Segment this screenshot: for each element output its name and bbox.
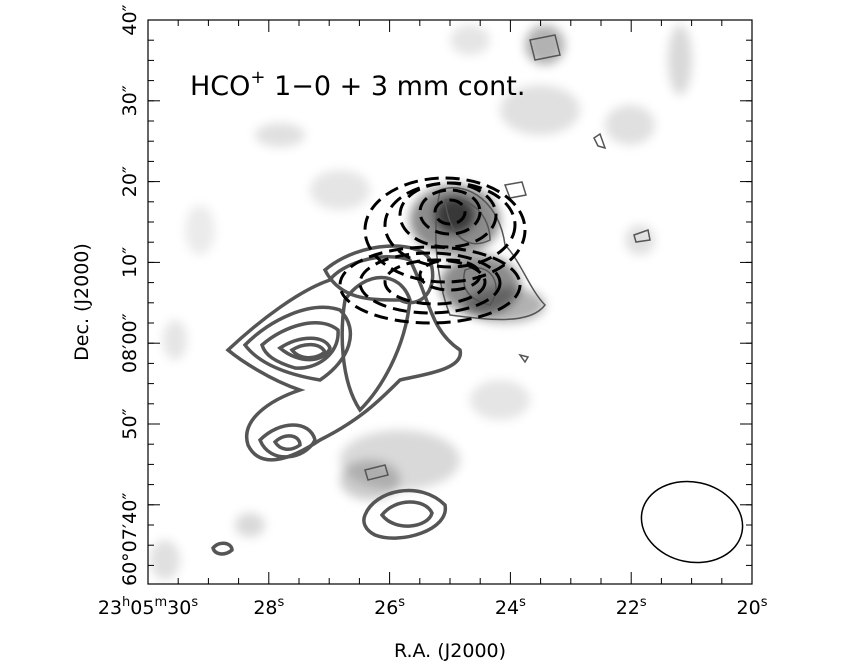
x-tick-label-part: 24 xyxy=(495,597,519,619)
x-tick-label: 23h05m30s xyxy=(98,595,198,619)
y-axis-label: Dec. (J2000) xyxy=(71,243,93,361)
y-tick-label: 40″ xyxy=(119,4,141,35)
beam xyxy=(640,480,744,564)
x-tick-label: 24s xyxy=(495,595,526,619)
x-tick-label-part: s xyxy=(640,595,647,610)
x-tick-label-part: 05 xyxy=(130,597,154,619)
x-tick-label-part: s xyxy=(519,595,526,610)
x-tick-label: 20s xyxy=(737,595,768,619)
y-tick-label: 60°07′40″ xyxy=(119,493,141,586)
y-tick-label: 20″ xyxy=(119,166,141,197)
x-tick-label: 22s xyxy=(616,595,647,619)
y-tick-label: 50″ xyxy=(119,408,141,439)
x-axis-label: R.A. (J2000) xyxy=(394,640,506,662)
y-tick-label: 10″ xyxy=(119,247,141,278)
y-tick-label: 08′00″ xyxy=(119,313,141,373)
continuum-map xyxy=(150,25,744,580)
x-tick-label: 26s xyxy=(374,595,405,619)
x-tick-label-part: m xyxy=(154,595,167,610)
x-tick-label-part: 28 xyxy=(253,597,277,619)
x-tick-label-part: h xyxy=(122,595,130,610)
x-tick-label-part: 20 xyxy=(737,597,761,619)
x-tick-label-part: s xyxy=(191,595,198,610)
y-tick-label: 30″ xyxy=(119,85,141,116)
x-tick-label-part: s xyxy=(761,595,768,610)
x-tick-label-part: 26 xyxy=(374,597,398,619)
x-tick-label: 28s xyxy=(253,595,284,619)
x-tick-label-part: 22 xyxy=(616,597,640,619)
x-tick-label-part: 23 xyxy=(98,597,122,619)
x-tick-label-part: 30 xyxy=(167,597,191,619)
annotation: HCO+ 1−0 + 3 mm cont. xyxy=(190,67,525,102)
x-tick-label-part: s xyxy=(278,595,285,610)
x-tick-label-part: s xyxy=(398,595,405,610)
